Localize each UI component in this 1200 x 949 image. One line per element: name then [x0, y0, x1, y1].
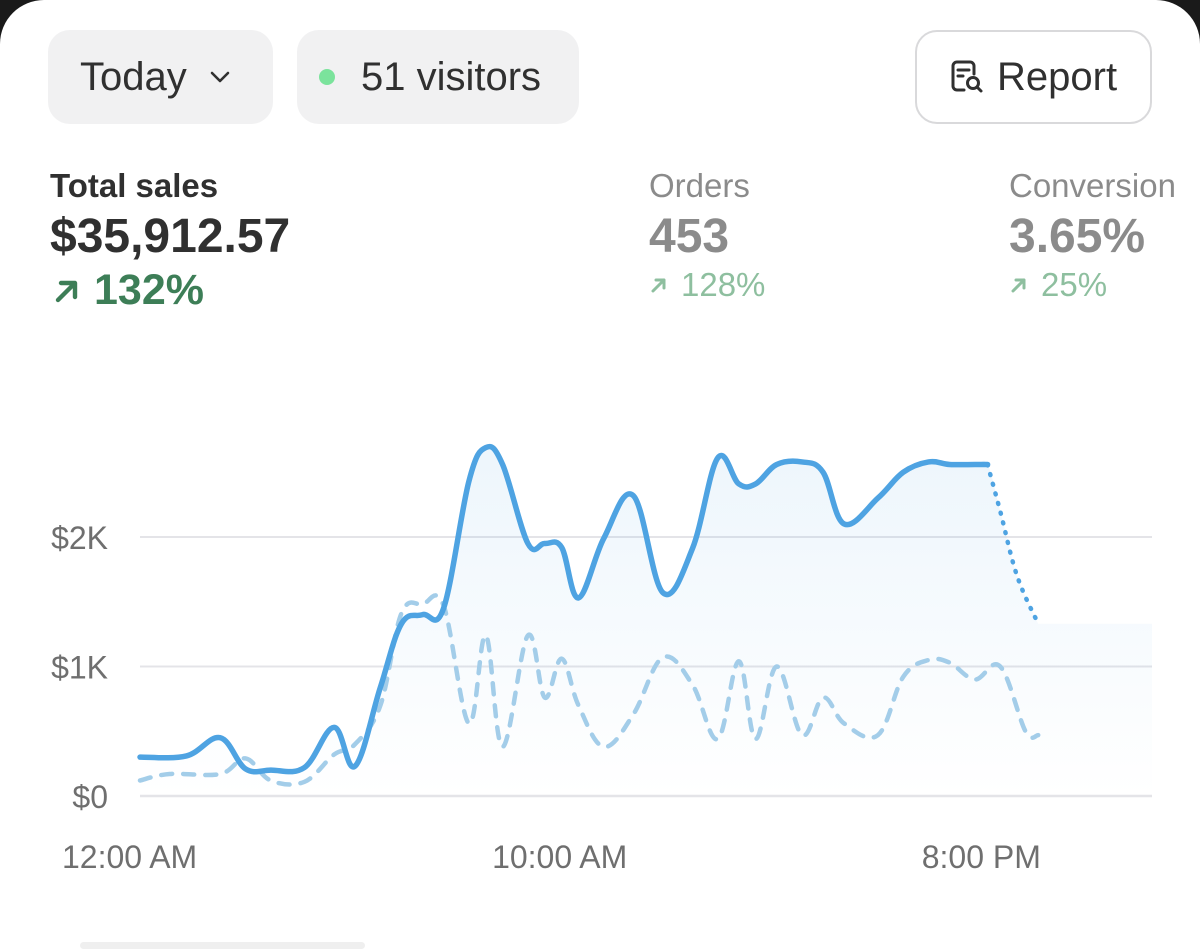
sales-series-line	[137, 443, 991, 775]
chevron-down-icon	[207, 64, 233, 90]
arrow-up-right-icon	[55, 280, 78, 302]
metric-label: Total sales	[50, 167, 219, 204]
metric-value: 453	[649, 210, 730, 263]
metric-total-sales[interactable]: Total sales $35,912.57 132%	[50, 166, 290, 315]
metric-delta-value: 128%	[681, 266, 766, 303]
arrow-up-right-icon	[651, 278, 666, 293]
report-label: Report	[997, 54, 1118, 99]
x-tick-label: 8:00 PM	[922, 839, 1041, 875]
metric-delta-value: 25%	[1041, 266, 1108, 303]
metric-conversion[interactable]: Conversion 3.65% 25%	[1009, 166, 1176, 304]
x-tick-label: 10:00 AM	[492, 839, 627, 875]
sales-area-fill	[140, 446, 1152, 796]
metric-orders[interactable]: Orders 453 128%	[649, 166, 765, 304]
visitors-label: 51 visitors	[361, 54, 542, 99]
arrow-up-right-icon	[1011, 278, 1026, 293]
y-tick-label: $0	[72, 779, 108, 815]
live-visitors-button[interactable]: 51 visitors	[297, 30, 579, 124]
x-tick-label: 12:00 AM	[62, 839, 197, 875]
y-tick-label: $1K	[51, 650, 108, 686]
metric-value: 3.65%	[1009, 210, 1146, 263]
metric-delta: 128%	[649, 266, 765, 304]
comparison-series-line	[137, 593, 1041, 787]
metric-label: Conversion	[1009, 167, 1176, 204]
date-filter-label: Today	[80, 54, 187, 99]
metric-value: $35,912.57	[50, 210, 291, 263]
live-status-dot	[319, 69, 335, 85]
metric-delta: 25%	[1009, 266, 1176, 304]
home-indicator	[80, 942, 365, 949]
report-button[interactable]: Report	[915, 30, 1152, 124]
metric-delta-value: 132%	[94, 266, 204, 314]
metric-label: Orders	[649, 167, 750, 204]
metric-delta: 132%	[50, 266, 290, 315]
sales-series-incomplete-line	[985, 462, 1041, 627]
y-tick-label: $2K	[51, 520, 108, 556]
date-filter-button[interactable]: Today	[48, 30, 273, 124]
report-search-icon	[947, 57, 987, 97]
